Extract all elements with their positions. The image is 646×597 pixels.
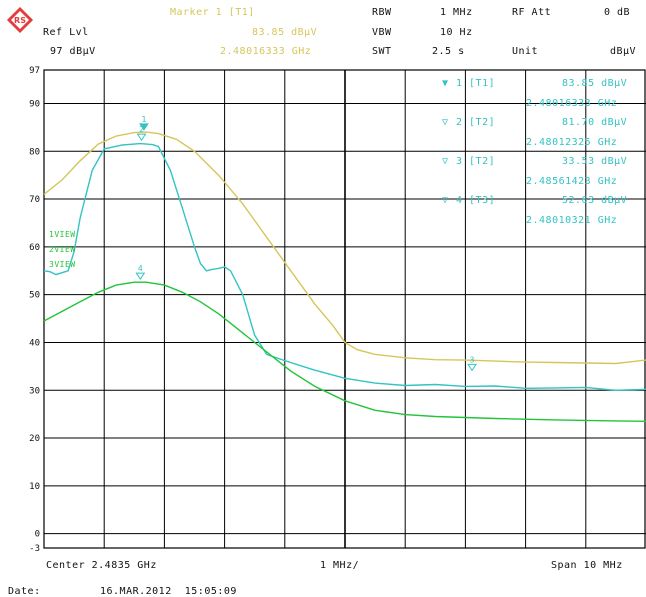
marker-3-triangle [467,363,477,372]
y-tick-label: 80 [29,147,40,157]
marker-table-name-1: 1 [T1] [456,78,496,89]
trace-label-2: 2VIEW [49,245,76,254]
trace-3-line [43,281,646,422]
y-tick-label: 20 [29,434,40,444]
frequency-per-division: 1 MHz/ [320,560,360,571]
y-tick-label: 97 [29,66,40,76]
marker-4-triangle [135,272,146,280]
y-tick-label: 30 [29,386,40,396]
swt-label: SWT [372,46,392,57]
marker-table-level-3: 33.53 dBµV [562,156,628,167]
trace-label-3: 3VIEW [49,260,76,269]
rf-att-value: 0 dB [604,7,631,18]
swt-value: 2.5 s [432,46,465,57]
marker-1-triangle [138,123,149,131]
y-tick-label: 90 [29,99,40,109]
trace-1-line [43,131,646,365]
ref-lvl-label: Ref Lvl [43,27,89,38]
rohde-schwarz-logo-icon: RS [7,7,33,33]
span: Span 10 MHz [551,560,623,571]
ref-lvl-value: 97 dBµV [50,46,96,57]
marker-table-name-3: 3 [T2] [456,156,496,167]
marker-table-freq-3: 2.48561423 GHz [526,176,618,187]
unit-label: Unit [512,46,539,57]
marker-3-label: 3 [470,355,475,364]
rf-att-label: RF Att [512,7,552,18]
vbw-label: VBW [372,27,392,38]
marker-table-name-4: 4 [T3] [456,195,496,206]
rbw-label: RBW [372,7,392,18]
date-value: 16.MAR.2012 15:05:09 [100,586,237,597]
trace-2-line [43,142,646,392]
rbw-value: 1 MHz [440,7,473,18]
marker-table-name-1: ▼ [442,78,449,89]
y-tick-label: 10 [29,482,40,492]
marker-table-symbol-3: ▽ [442,156,449,167]
y-tick-label: 70 [29,195,40,205]
marker-level: 83.85 dBµV [252,27,318,38]
marker-table-freq-4: 2.48010321 GHz [526,215,618,226]
y-tick-label: 60 [29,243,40,253]
marker-table-name-2: 2 [T2] [456,117,496,128]
y-tick-label: -3 [29,544,40,554]
marker-1-label: 1 [142,115,147,124]
marker-table-level-4: 52.63 dBµV [562,195,628,206]
unit-value: dBµV [610,46,637,57]
marker-table-level-1: 83.85 dBµV [562,78,628,89]
marker-table-freq-1: 2.48016333 GHz [526,98,618,109]
marker-title: Marker 1 [T1] [170,7,255,18]
trace-label-1: 1VIEW [49,230,76,239]
marker-table-symbol-2: ▽ [442,117,449,128]
marker-table-freq-2: 2.48012325 GHz [526,137,618,148]
svg-text:RS: RS [14,16,26,25]
y-tick-label: 40 [29,338,40,348]
marker-table-symbol-4: ▽ [442,195,449,206]
y-tick-label: 50 [29,291,40,301]
date-label: Date: [8,586,41,597]
vbw-value: 10 Hz [440,27,473,38]
marker-4-label: 4 [138,264,143,273]
marker-2-triangle [136,133,147,142]
marker-2-label: 2 [139,125,144,134]
marker-frequency: 2.48016333 GHz [220,46,312,57]
center-frequency: Center 2.4835 GHz [46,560,157,571]
marker-table-level-2: 81.70 dBµV [562,117,628,128]
y-tick-label: 0 [35,530,40,540]
